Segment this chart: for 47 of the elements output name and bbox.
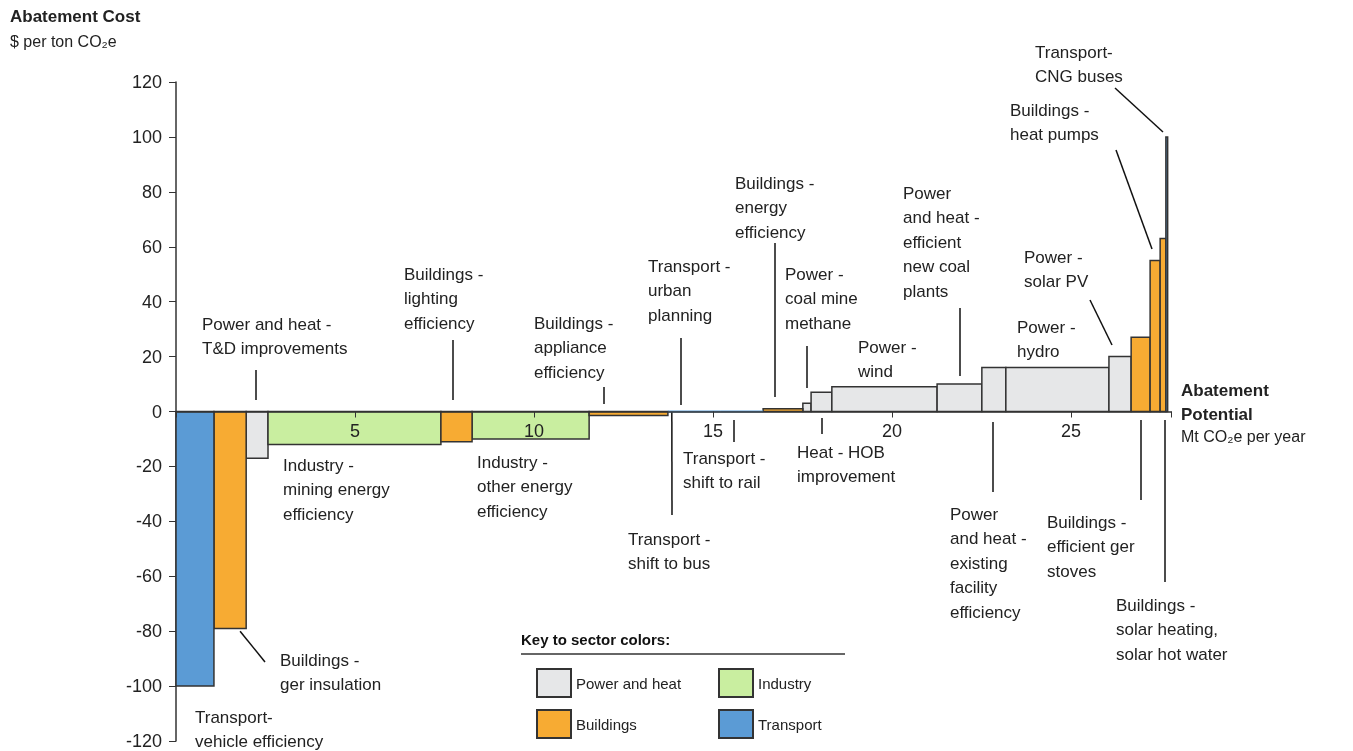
y-tick-label: 80	[141, 181, 162, 202]
x-tick-label: 10	[523, 420, 545, 441]
x-axis-title: Abatement Potential Mt CO₂e per year	[1181, 380, 1307, 445]
y-tick-label: -40	[135, 511, 162, 532]
annotation: Power and heat - efficient new coal plants	[903, 183, 980, 301]
annotation: Buildings - energy efficiency	[735, 173, 815, 242]
annotation: Transport - shift to rail	[683, 448, 766, 493]
annotation: Transport- CNG buses	[1035, 42, 1123, 87]
annotation: Power - solar PV	[1024, 247, 1089, 292]
annotation: Power - coal mine methane	[785, 264, 858, 333]
y-tick-label: -80	[135, 621, 162, 642]
y-tick-label: 100	[131, 126, 162, 147]
legend-label: Power and heat	[576, 674, 682, 692]
annotation: Buildings - appliance efficiency	[534, 313, 614, 382]
x-tick-label: 25	[1060, 420, 1082, 441]
y-tick-label: -100	[125, 676, 162, 697]
annotation: Buildings - efficient ger stoves	[1047, 512, 1135, 581]
y-tick-label: 120	[131, 72, 162, 92]
x-tick-label: 5	[349, 420, 361, 441]
y-tick-label: 0	[151, 401, 162, 422]
legend-label: Industry	[758, 674, 812, 692]
annotation: Industry - mining energy efficiency	[283, 455, 391, 524]
annotation: Power - wind	[857, 337, 917, 382]
y-tick-label: 60	[141, 236, 162, 257]
y-tick-label: -120	[125, 731, 162, 751]
y-tick-label: -20	[135, 456, 162, 477]
annotation: Heat - HOB improvement	[797, 442, 896, 487]
x-tick-label: 15	[702, 420, 724, 441]
legend-label: Buildings	[576, 715, 637, 733]
annotation: Buildings - lighting efficiency	[404, 264, 484, 333]
annotation: Transport - shift to bus	[628, 529, 711, 574]
annotation: Power and heat - existing facility efficiency	[950, 504, 1027, 622]
y-axis-title: Abatement Cost $ per ton CO₂e	[10, 7, 141, 50]
legend-title: Key to sector colors:	[521, 631, 671, 648]
y-tick-label: -60	[135, 566, 162, 587]
y-tick-label: 40	[141, 291, 162, 312]
annotation: Power and heat - T&D improvements	[202, 314, 348, 359]
annotation: Buildings - ger insulation	[280, 650, 382, 695]
annotation: Buildings - solar heating, solar hot water	[1116, 595, 1228, 664]
x-tick-label: 20	[881, 420, 903, 441]
annotation: Power - hydro	[1017, 317, 1076, 362]
annotation: Transport - urban planning	[648, 256, 731, 325]
y-tick-label: 20	[141, 346, 162, 367]
legend-label: Transport	[758, 715, 823, 733]
annotation: Transport- vehicle efficiency	[195, 707, 324, 751]
annotation: Buildings - heat pumps	[1010, 100, 1099, 145]
annotation: Industry - other energy efficiency	[477, 452, 573, 521]
